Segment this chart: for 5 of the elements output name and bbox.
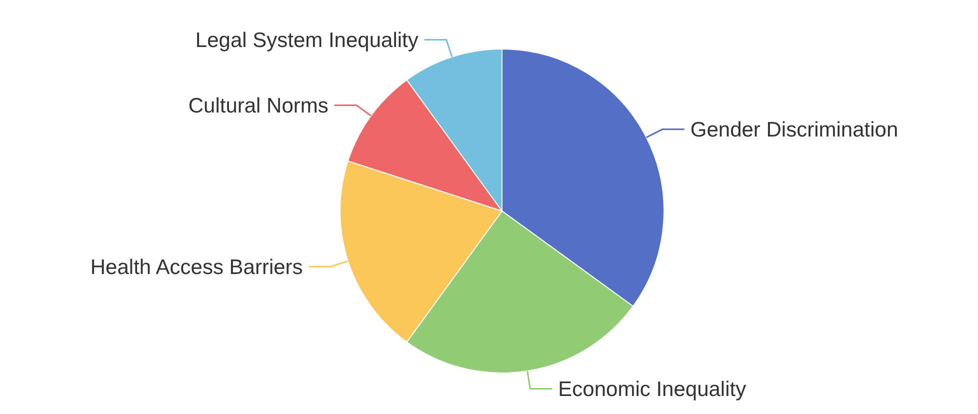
slice-label: Gender Discrimination	[690, 118, 898, 142]
slice-label: Cultural Norms	[188, 94, 328, 118]
slice-label: Economic Inequality	[558, 378, 747, 402]
slice-label: Health Access Barriers	[90, 256, 303, 279]
slice-label: Legal System Inequality	[195, 29, 419, 52]
